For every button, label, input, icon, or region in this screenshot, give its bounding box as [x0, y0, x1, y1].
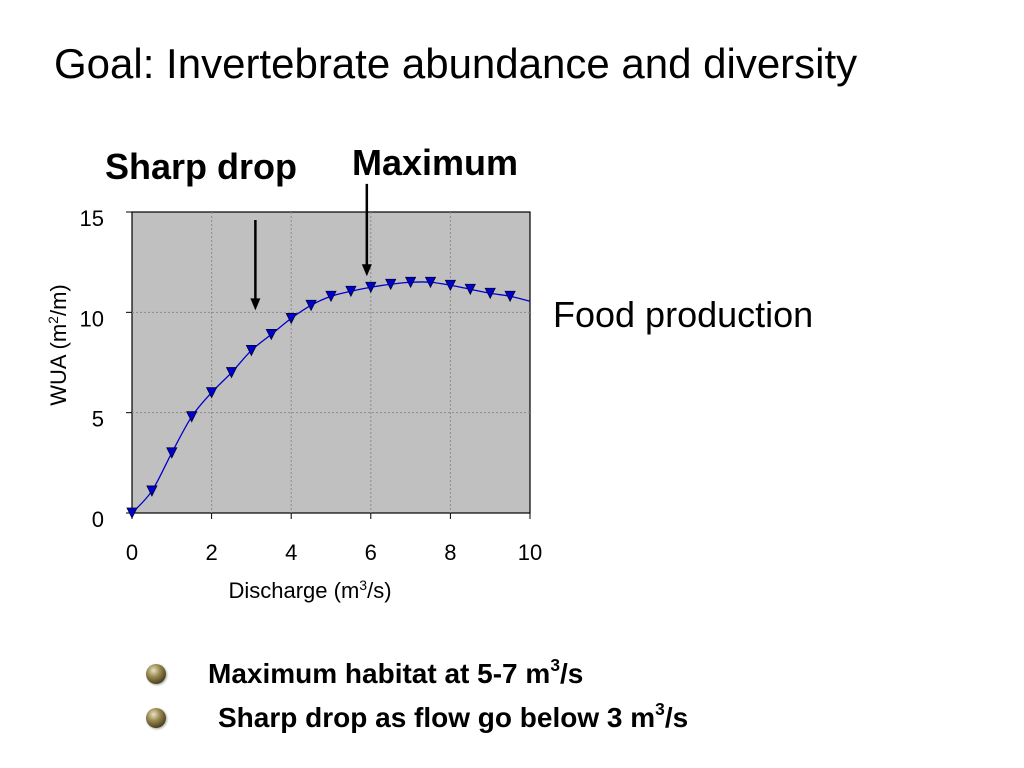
bullet-list: Maximum habitat at 5-7 m3/s Sharp drop a…	[146, 652, 688, 740]
x-tick-label: 2	[205, 540, 217, 565]
data-point-marker	[205, 387, 218, 399]
data-point-marker	[126, 507, 138, 519]
data-point-marker	[186, 411, 198, 423]
maximum-annotation: Maximum	[352, 142, 519, 183]
data-point-marker	[504, 290, 516, 303]
data-point-marker	[245, 345, 258, 357]
y-axis-label: WUA (m2/m)	[45, 284, 71, 405]
bullet-sphere-icon	[146, 664, 166, 684]
data-point-marker	[265, 329, 277, 341]
x-tick-label: 8	[444, 540, 456, 565]
data-point-marker	[424, 276, 437, 289]
data-point-marker	[225, 367, 238, 379]
x-tick-label: 10	[518, 540, 542, 565]
annotation-arrow-head	[250, 298, 261, 311]
y-tick-label: 5	[92, 407, 104, 432]
bullet-text: Maximum habitat at 5-7 m3/s	[208, 654, 584, 689]
y-tick-label: 15	[80, 206, 104, 231]
data-point-marker	[285, 312, 297, 325]
bullet-item: Maximum habitat at 5-7 m3/s	[146, 652, 688, 696]
data-point-marker	[385, 278, 397, 291]
annotation-arrow-head	[361, 264, 372, 277]
plot-area	[131, 211, 531, 514]
data-point-marker	[365, 281, 377, 294]
x-tick-label: 6	[365, 540, 377, 565]
bullet-text: Sharp drop as flow go below 3 m3/s	[218, 698, 689, 733]
data-point-marker	[464, 283, 476, 296]
x-tick-label: 4	[285, 540, 297, 565]
y-tick-label: 0	[92, 507, 104, 532]
data-point-marker	[146, 485, 158, 497]
bullet-sphere-icon	[146, 708, 166, 728]
y-tick-label: 10	[80, 306, 104, 331]
x-tick-label: 0	[126, 540, 138, 565]
food-production-label: Food production	[553, 294, 814, 335]
data-point-marker	[444, 279, 457, 292]
x-axis-label: Discharge (m3/s)	[228, 577, 391, 603]
bullet-item: Sharp drop as flow go below 3 m3/s	[146, 696, 688, 740]
data-point-marker	[166, 447, 178, 459]
data-point-marker	[484, 287, 496, 300]
data-point-marker	[325, 290, 337, 303]
data-point-marker	[305, 299, 317, 312]
sharp-drop-annotation: Sharp drop	[105, 146, 298, 187]
data-point-marker	[404, 276, 417, 289]
slide-title: Goal: Invertebrate abundance and diversi…	[54, 40, 858, 87]
data-point-marker	[345, 285, 357, 298]
